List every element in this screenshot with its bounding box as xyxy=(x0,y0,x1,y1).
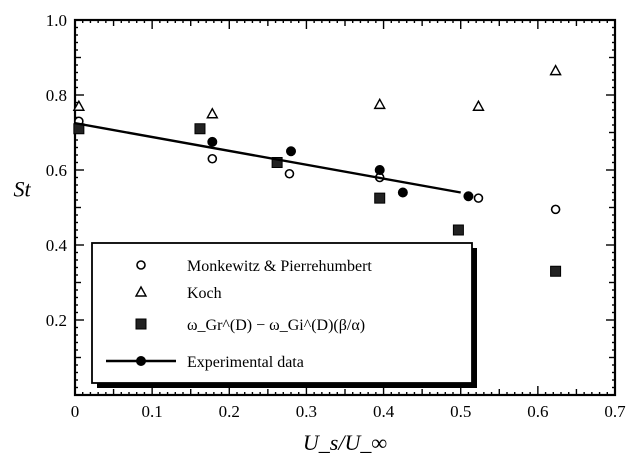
data-point xyxy=(549,64,562,76)
x-axis-label: U_s/U_∞ xyxy=(303,430,387,455)
x-tick-label: 0 xyxy=(71,402,80,421)
data-point xyxy=(374,192,386,204)
data-point xyxy=(473,193,484,203)
x-tick-label: 0.2 xyxy=(219,402,240,421)
data-point xyxy=(472,99,485,111)
legend-label: Koch xyxy=(187,285,222,302)
series-2 xyxy=(73,123,562,277)
data-point xyxy=(271,157,283,168)
data-point xyxy=(207,153,218,164)
legend-marker xyxy=(136,260,146,270)
data-point xyxy=(452,224,464,236)
data-point xyxy=(194,123,206,135)
x-tick-label: 0.7 xyxy=(604,402,626,421)
legend-label: ω_Gr^(D) − ω_Gi^(D)(β/α) xyxy=(187,317,365,334)
data-point xyxy=(373,97,386,110)
data-point xyxy=(397,187,408,198)
x-tick-label: 0.3 xyxy=(296,402,317,421)
data-point xyxy=(284,168,295,179)
legend: Monkewitz & Pierrehumbert Koch ω_Gr^(D) − … xyxy=(91,242,477,388)
legend-label: Monkewitz & Pierrehumbert xyxy=(187,258,372,275)
legend-marker xyxy=(135,318,147,330)
series-1 xyxy=(72,64,562,119)
data-point xyxy=(463,191,474,202)
data-point xyxy=(550,204,561,215)
y-tick-label: 0.6 xyxy=(46,161,67,180)
legend-marker xyxy=(136,356,146,366)
data-point xyxy=(550,265,562,277)
data-point xyxy=(207,136,218,147)
y-axis-label: St xyxy=(13,176,31,201)
legend-box xyxy=(91,242,473,384)
y-tick-label: 1.0 xyxy=(46,11,67,30)
data-point xyxy=(286,146,296,157)
experimental-fit-line xyxy=(74,121,461,194)
data-point xyxy=(374,165,385,175)
series-0 xyxy=(74,116,561,215)
data-point xyxy=(206,107,219,119)
y-tick-label: 0.2 xyxy=(46,311,67,330)
series-3 xyxy=(74,121,474,202)
x-tick-label: 0.4 xyxy=(373,402,395,421)
data-point xyxy=(72,99,86,111)
y-tick-label: 0.8 xyxy=(46,86,67,105)
x-tick-label: 0.5 xyxy=(450,402,471,421)
x-tick-label: 0.1 xyxy=(142,402,163,421)
legend-marker xyxy=(134,285,148,297)
x-tick-label: 0.6 xyxy=(527,402,548,421)
y-tick-label: 0.4 xyxy=(46,236,68,255)
legend-label: Experimental data xyxy=(187,354,304,371)
